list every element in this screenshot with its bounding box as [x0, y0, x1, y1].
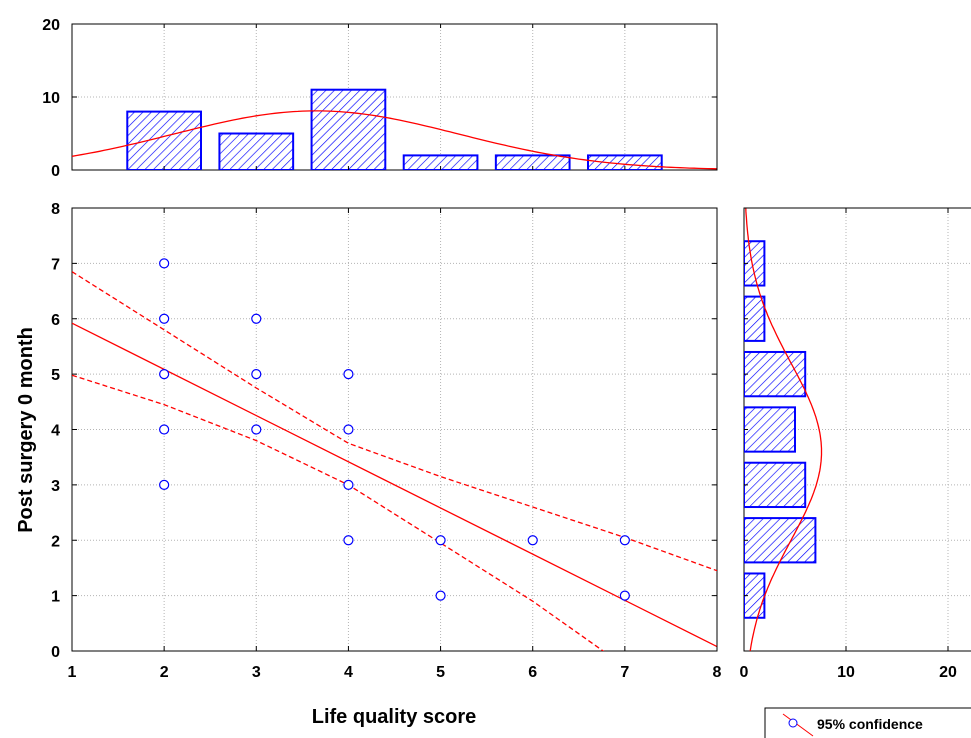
x-tick-label: 8 [713, 664, 722, 681]
scatter-point [251, 369, 262, 380]
scatter-point [527, 535, 538, 546]
legend-line-swatch [782, 713, 814, 737]
top-hist-y-tick-label: 0 [51, 163, 60, 180]
legend: 95% confidence [764, 707, 971, 738]
scatter-point [343, 479, 354, 490]
y-tick-label: 3 [51, 478, 60, 495]
scatter-point [343, 535, 354, 546]
legend-label: 95% confidence [817, 716, 923, 732]
y-tick-label: 4 [51, 423, 60, 440]
scatter-point [619, 535, 630, 546]
right-histogram-bar [744, 240, 766, 287]
scatter-point [159, 258, 170, 269]
right-normal-curve [745, 208, 823, 651]
x-tick-label: 3 [252, 664, 261, 681]
right-hist-x-tick-label: 20 [939, 664, 957, 681]
x-tick-label: 7 [620, 664, 629, 681]
top-histogram [72, 88, 717, 170]
scatter-point [159, 479, 170, 490]
x-tick-label: 4 [344, 664, 353, 681]
top-hist-y-tick-label: 10 [42, 90, 60, 107]
y-tick-label: 7 [51, 256, 60, 273]
y-tick-label: 8 [51, 201, 60, 218]
scatter-point [619, 590, 630, 601]
top-hist-y-tick-label: 20 [42, 17, 60, 34]
x-tick-label: 2 [160, 664, 169, 681]
y-tick-label: 5 [51, 367, 60, 384]
legend-point-swatch [788, 718, 798, 728]
y-tick-label: 1 [51, 589, 60, 606]
top-normal-curve [72, 110, 717, 170]
top-histogram-bar [218, 132, 295, 170]
scatter-point [343, 369, 354, 380]
top-histogram-bar [310, 88, 387, 170]
right-histogram-bar [744, 295, 766, 342]
scatter-point [159, 369, 170, 380]
right-histogram-bar [744, 461, 807, 509]
right-histogram-bar [744, 517, 817, 564]
right-hist-x-tick-label: 10 [837, 664, 855, 681]
confidence-band-upper [72, 271, 717, 572]
y-tick-label: 6 [51, 312, 60, 329]
scatter-point [251, 313, 262, 324]
scatter-point [435, 535, 446, 546]
right-histogram-bar [744, 406, 796, 453]
y-tick-label: 2 [51, 533, 60, 550]
tick-marks [71, 23, 949, 652]
x-axis-title: Life quality score [312, 706, 477, 728]
scatter-point [343, 424, 354, 435]
scatter-point [159, 313, 170, 324]
scatter-point [251, 424, 262, 435]
y-tick-label: 0 [51, 644, 60, 661]
right-histogram [744, 208, 823, 651]
legend-box [764, 707, 971, 738]
grid-layer [72, 24, 971, 651]
scatter-point [159, 424, 170, 435]
right-histogram-bar [744, 350, 807, 398]
x-tick-label: 1 [68, 664, 77, 681]
right-hist-x-tick-label: 0 [740, 664, 749, 681]
x-tick-label: 5 [436, 664, 445, 681]
x-tick-label: 6 [528, 664, 537, 681]
scatter-point [435, 590, 446, 601]
y-axis-title: Post surgery 0 month [15, 327, 37, 533]
top-histogram-bar [126, 110, 202, 170]
regression-line [72, 322, 717, 648]
scatter-plot [72, 258, 717, 651]
